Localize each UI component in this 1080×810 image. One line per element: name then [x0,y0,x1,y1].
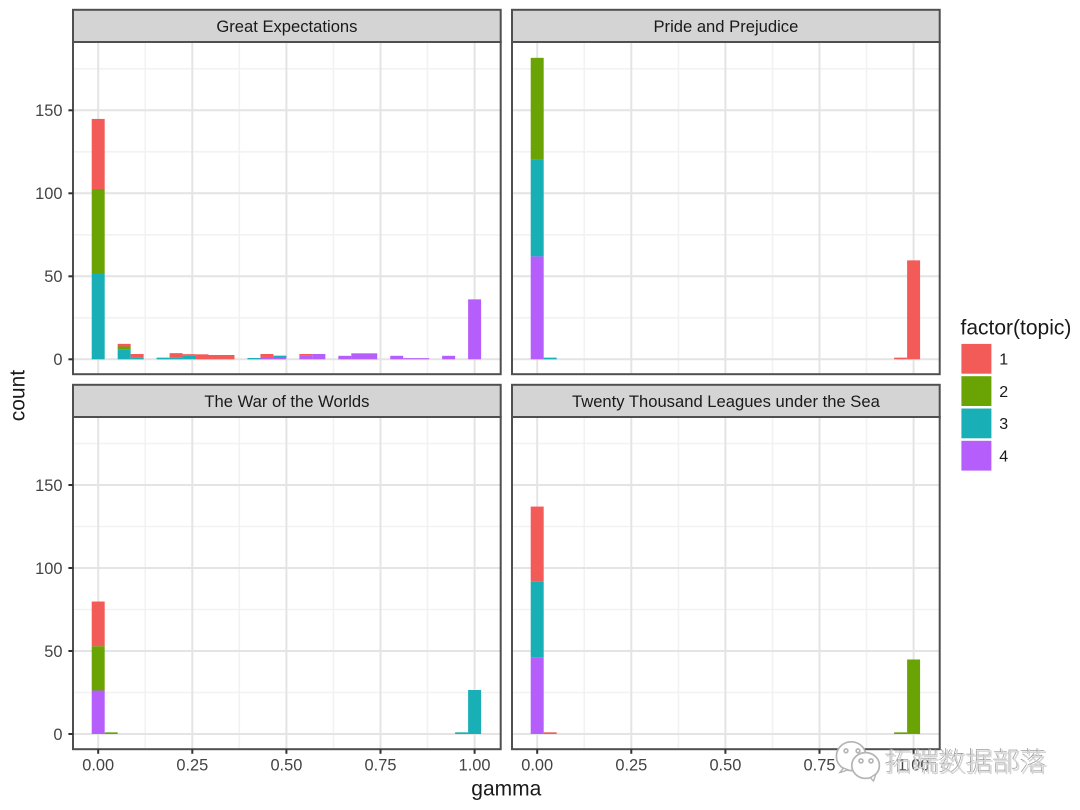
svg-text:50: 50 [44,643,62,661]
svg-text:150: 150 [35,477,62,495]
svg-text:Pride and Prejudice: Pride and Prejudice [653,17,798,36]
svg-text:1.00: 1.00 [459,757,491,775]
svg-text:0.25: 0.25 [615,757,647,775]
svg-text:Twenty Thousand Leagues under: Twenty Thousand Leagues under the Sea [572,392,881,411]
svg-text:count: count [7,370,30,422]
svg-text:0.75: 0.75 [804,757,836,775]
svg-text:0.00: 0.00 [521,757,553,775]
svg-text:0: 0 [53,351,62,369]
svg-text:The War of the Worlds: The War of the Worlds [204,392,369,411]
svg-text:0.50: 0.50 [709,757,741,775]
svg-text:0.00: 0.00 [82,757,114,775]
svg-text:1: 1 [999,352,1008,369]
svg-text:factor(topic): factor(topic) [961,317,1072,340]
svg-text:0.75: 0.75 [365,757,397,775]
svg-text:2: 2 [999,384,1008,401]
svg-text:Great Expectations: Great Expectations [216,17,357,36]
svg-text:50: 50 [44,268,62,286]
svg-text:100: 100 [35,560,62,578]
svg-text:100: 100 [35,185,62,203]
svg-text:4: 4 [999,449,1008,466]
svg-text:0.25: 0.25 [176,757,208,775]
svg-text:0: 0 [53,726,62,744]
svg-text:150: 150 [35,102,62,120]
svg-text:gamma: gamma [471,778,541,801]
svg-text:0.50: 0.50 [270,757,302,775]
svg-text:3: 3 [999,416,1008,433]
